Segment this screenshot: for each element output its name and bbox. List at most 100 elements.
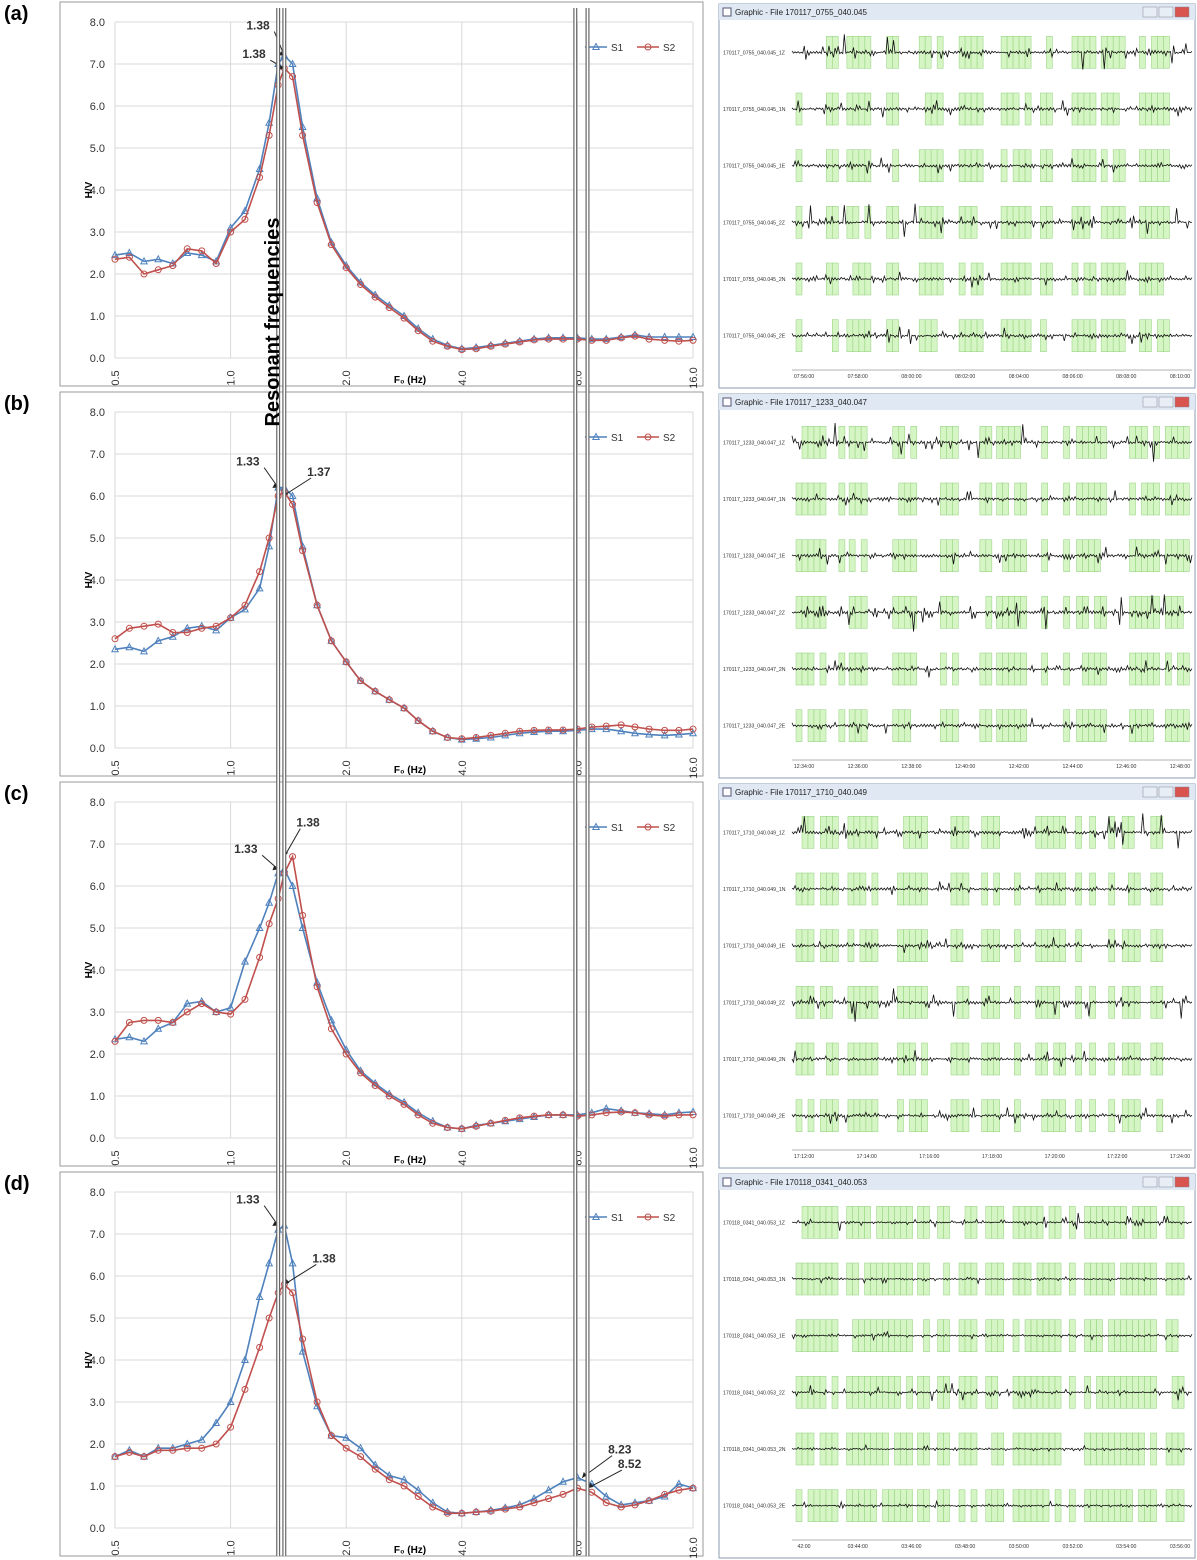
- y-axis-label: H/V: [84, 571, 95, 588]
- channel-label: 170117_1233_040.047_2N: [723, 667, 786, 673]
- time-label: 03:52:00: [1062, 1544, 1082, 1550]
- time-label: 08:08:00: [1116, 374, 1136, 380]
- y-tick-label: 0.0: [90, 353, 105, 365]
- window-button: [1159, 1177, 1173, 1187]
- time-label: 12:46:00: [1116, 764, 1136, 770]
- time-label: 17:20:00: [1045, 1154, 1065, 1160]
- annotation-label: 1.37: [307, 465, 331, 479]
- annotation-label: 8.52: [618, 1457, 642, 1471]
- time-label: 08:06:00: [1062, 374, 1082, 380]
- x-tick-label: 1.0: [226, 370, 238, 385]
- x-tick-label: 16.0: [688, 1537, 700, 1558]
- x-tick-label: 16.0: [688, 1147, 700, 1168]
- x-tick-label: 2.0: [341, 760, 353, 775]
- y-tick-label: 7.0: [90, 1229, 105, 1241]
- channel-label: 170117_1233_040.047_1E: [723, 554, 786, 560]
- annotation-label: 1.38: [296, 816, 320, 830]
- window-button: [1143, 397, 1157, 407]
- legend-label: S1: [611, 1213, 624, 1224]
- channel-label: 170117_1710_040.049_1Z: [723, 830, 785, 836]
- y-tick-label: 8.0: [90, 1187, 105, 1199]
- y-tick-label: 2.0: [90, 1049, 105, 1061]
- annotation-label: 8.23: [608, 1443, 632, 1457]
- x-tick-label: 4.0: [457, 760, 469, 775]
- analysis-window: [971, 206, 977, 238]
- channel-label: 170117_0755_040.045_2E: [723, 334, 786, 340]
- time-label: 12:34:00: [794, 764, 814, 770]
- x-tick-label: 2.0: [341, 370, 353, 385]
- y-tick-label: 6.0: [90, 1271, 105, 1283]
- analysis-window: [994, 1100, 1000, 1132]
- x-tick-label: 4.0: [457, 1540, 469, 1555]
- panel-label: (a): [4, 3, 28, 25]
- page: {"annotation":"Resonant frequencies", "r…: [0, 0, 1197, 1560]
- analysis-window: [854, 873, 860, 905]
- y-tick-label: 8.0: [90, 797, 105, 809]
- window-icon: [723, 1178, 731, 1186]
- channel-label: 170117_0755_040.045_2N: [723, 277, 786, 283]
- window-button: [1175, 7, 1189, 17]
- channel-label: 170117_1233_040.047_2Z: [723, 610, 785, 616]
- x-tick-label: 2.0: [341, 1540, 353, 1555]
- channel-label: 170117_1233_040.047_1N: [723, 497, 786, 503]
- window-title: Graphic - File 170117_1233_040.047: [735, 398, 868, 407]
- window-icon: [723, 788, 731, 796]
- annotation-label: 1.38: [246, 19, 270, 33]
- x-axis-label: F₀ (Hz): [394, 765, 426, 776]
- time-label: 17:16:00: [919, 1154, 939, 1160]
- x-tick-label: 0.5: [110, 1540, 122, 1555]
- y-tick-label: 2.0: [90, 269, 105, 281]
- channel-label: 170117_1710_040.049_1E: [723, 944, 786, 950]
- y-axis-label: H/V: [84, 1351, 95, 1368]
- panel-label: (d): [4, 1173, 30, 1195]
- time-label: 12:44:00: [1062, 764, 1082, 770]
- x-tick-label: 1.0: [226, 1540, 238, 1555]
- y-tick-label: 3.0: [90, 1397, 105, 1409]
- chart-frame: [60, 2, 703, 386]
- window-icon: [723, 8, 731, 16]
- y-tick-label: 8.0: [90, 407, 105, 419]
- legend-label: S1: [611, 43, 624, 54]
- time-label: 08:10:00: [1170, 374, 1190, 380]
- y-tick-label: 0.0: [90, 1523, 105, 1535]
- y-tick-label: 3.0: [90, 227, 105, 239]
- channel-label: 170117_0755_040.045_1Z: [723, 50, 785, 56]
- x-tick-label: 16.0: [688, 367, 700, 388]
- time-label: 12:48:00: [1170, 764, 1190, 770]
- analysis-window: [1177, 596, 1183, 628]
- time-label: 17:12:00: [794, 1154, 814, 1160]
- channel-label: 170117_0755_040.045_1N: [723, 107, 786, 113]
- annotation-label: 1.38: [312, 1251, 336, 1265]
- panel-label: (c): [4, 783, 28, 805]
- legend-label: S2: [663, 43, 676, 54]
- y-tick-label: 1.0: [90, 1481, 105, 1493]
- window-button: [1143, 1177, 1157, 1187]
- y-tick-label: 1.0: [90, 311, 105, 323]
- y-tick-label: 3.0: [90, 1007, 105, 1019]
- time-label: 03:44:00: [848, 1544, 868, 1550]
- channel-label: 170117_1710_040.049_2E: [723, 1114, 786, 1120]
- analysis-window: [865, 36, 871, 68]
- x-tick-label: 4.0: [457, 370, 469, 385]
- window-button: [1159, 787, 1173, 797]
- annotation-label: 1.33: [234, 842, 258, 856]
- time-label: 08:04:00: [1009, 374, 1029, 380]
- time-label: 17:14:00: [857, 1154, 877, 1160]
- y-tick-label: 1.0: [90, 1091, 105, 1103]
- time-label: 03:46:00: [901, 1544, 921, 1550]
- channel-label: 170117_1710_040.049_1N: [723, 887, 786, 893]
- window-button: [1143, 787, 1157, 797]
- y-tick-label: 2.0: [90, 1439, 105, 1451]
- legend-label: S2: [663, 433, 676, 444]
- time-label: 17:24:00: [1170, 1154, 1190, 1160]
- y-axis-label: H/V: [84, 961, 95, 978]
- y-tick-label: 7.0: [90, 449, 105, 461]
- y-tick-label: 8.0: [90, 17, 105, 29]
- window-button: [1159, 397, 1173, 407]
- chart-frame: [60, 1172, 703, 1556]
- x-tick-label: 1.0: [226, 760, 238, 775]
- y-tick-label: 5.0: [90, 143, 105, 155]
- channel-label: 170118_0341_040.053_2E: [723, 1504, 786, 1510]
- annotation-label: 1.33: [236, 1193, 260, 1207]
- y-tick-label: 2.0: [90, 659, 105, 671]
